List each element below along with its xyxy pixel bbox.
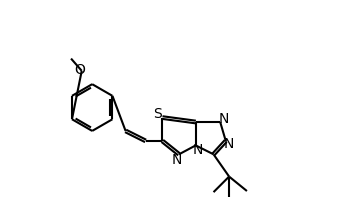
Text: O: O: [74, 63, 86, 77]
Text: S: S: [153, 107, 162, 121]
Text: N: N: [223, 137, 234, 151]
Text: N: N: [171, 153, 182, 167]
Text: N: N: [192, 143, 203, 157]
Text: N: N: [218, 112, 229, 126]
